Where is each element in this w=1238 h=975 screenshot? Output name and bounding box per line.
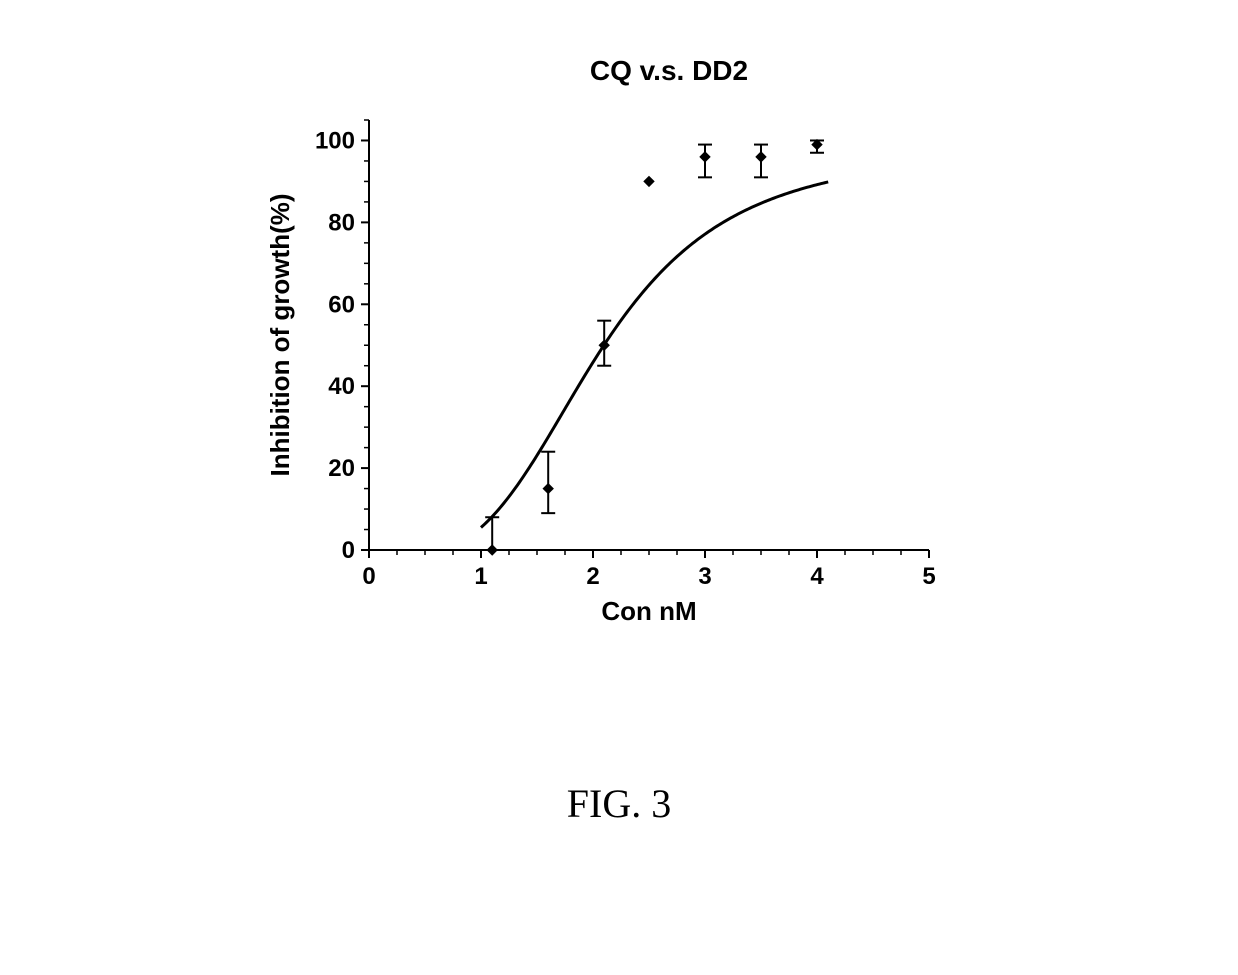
svg-text:100: 100: [315, 127, 355, 154]
chart-container: CQ v.s. DD2 0 20 40 60 80 100 0 1 2 3 4 5 Inhibition …: [239, 40, 999, 640]
svg-text:0: 0: [362, 563, 375, 590]
svg-text:5: 5: [922, 563, 935, 590]
svg-text:CQ v.s. DD2: CQ v.s. DD2: [590, 55, 748, 86]
svg-text:2: 2: [586, 563, 599, 590]
svg-text:1: 1: [474, 563, 487, 590]
svg-text:4: 4: [810, 563, 824, 590]
dose-response-chart: CQ v.s. DD2 0 20 40 60 80 100 0 1 2 3 4 5 Inhibition …: [239, 40, 999, 640]
svg-text:40: 40: [328, 373, 355, 400]
svg-text:20: 20: [328, 455, 355, 482]
svg-text:Con nM: Con nM: [601, 596, 696, 626]
svg-text:80: 80: [328, 209, 355, 236]
svg-text:3: 3: [698, 563, 711, 590]
svg-text:60: 60: [328, 291, 355, 318]
svg-text:0: 0: [342, 537, 355, 564]
figure-label: FIG. 3: [567, 780, 671, 827]
svg-text:Inhibition of growth(%): Inhibition of growth(%): [265, 193, 295, 476]
